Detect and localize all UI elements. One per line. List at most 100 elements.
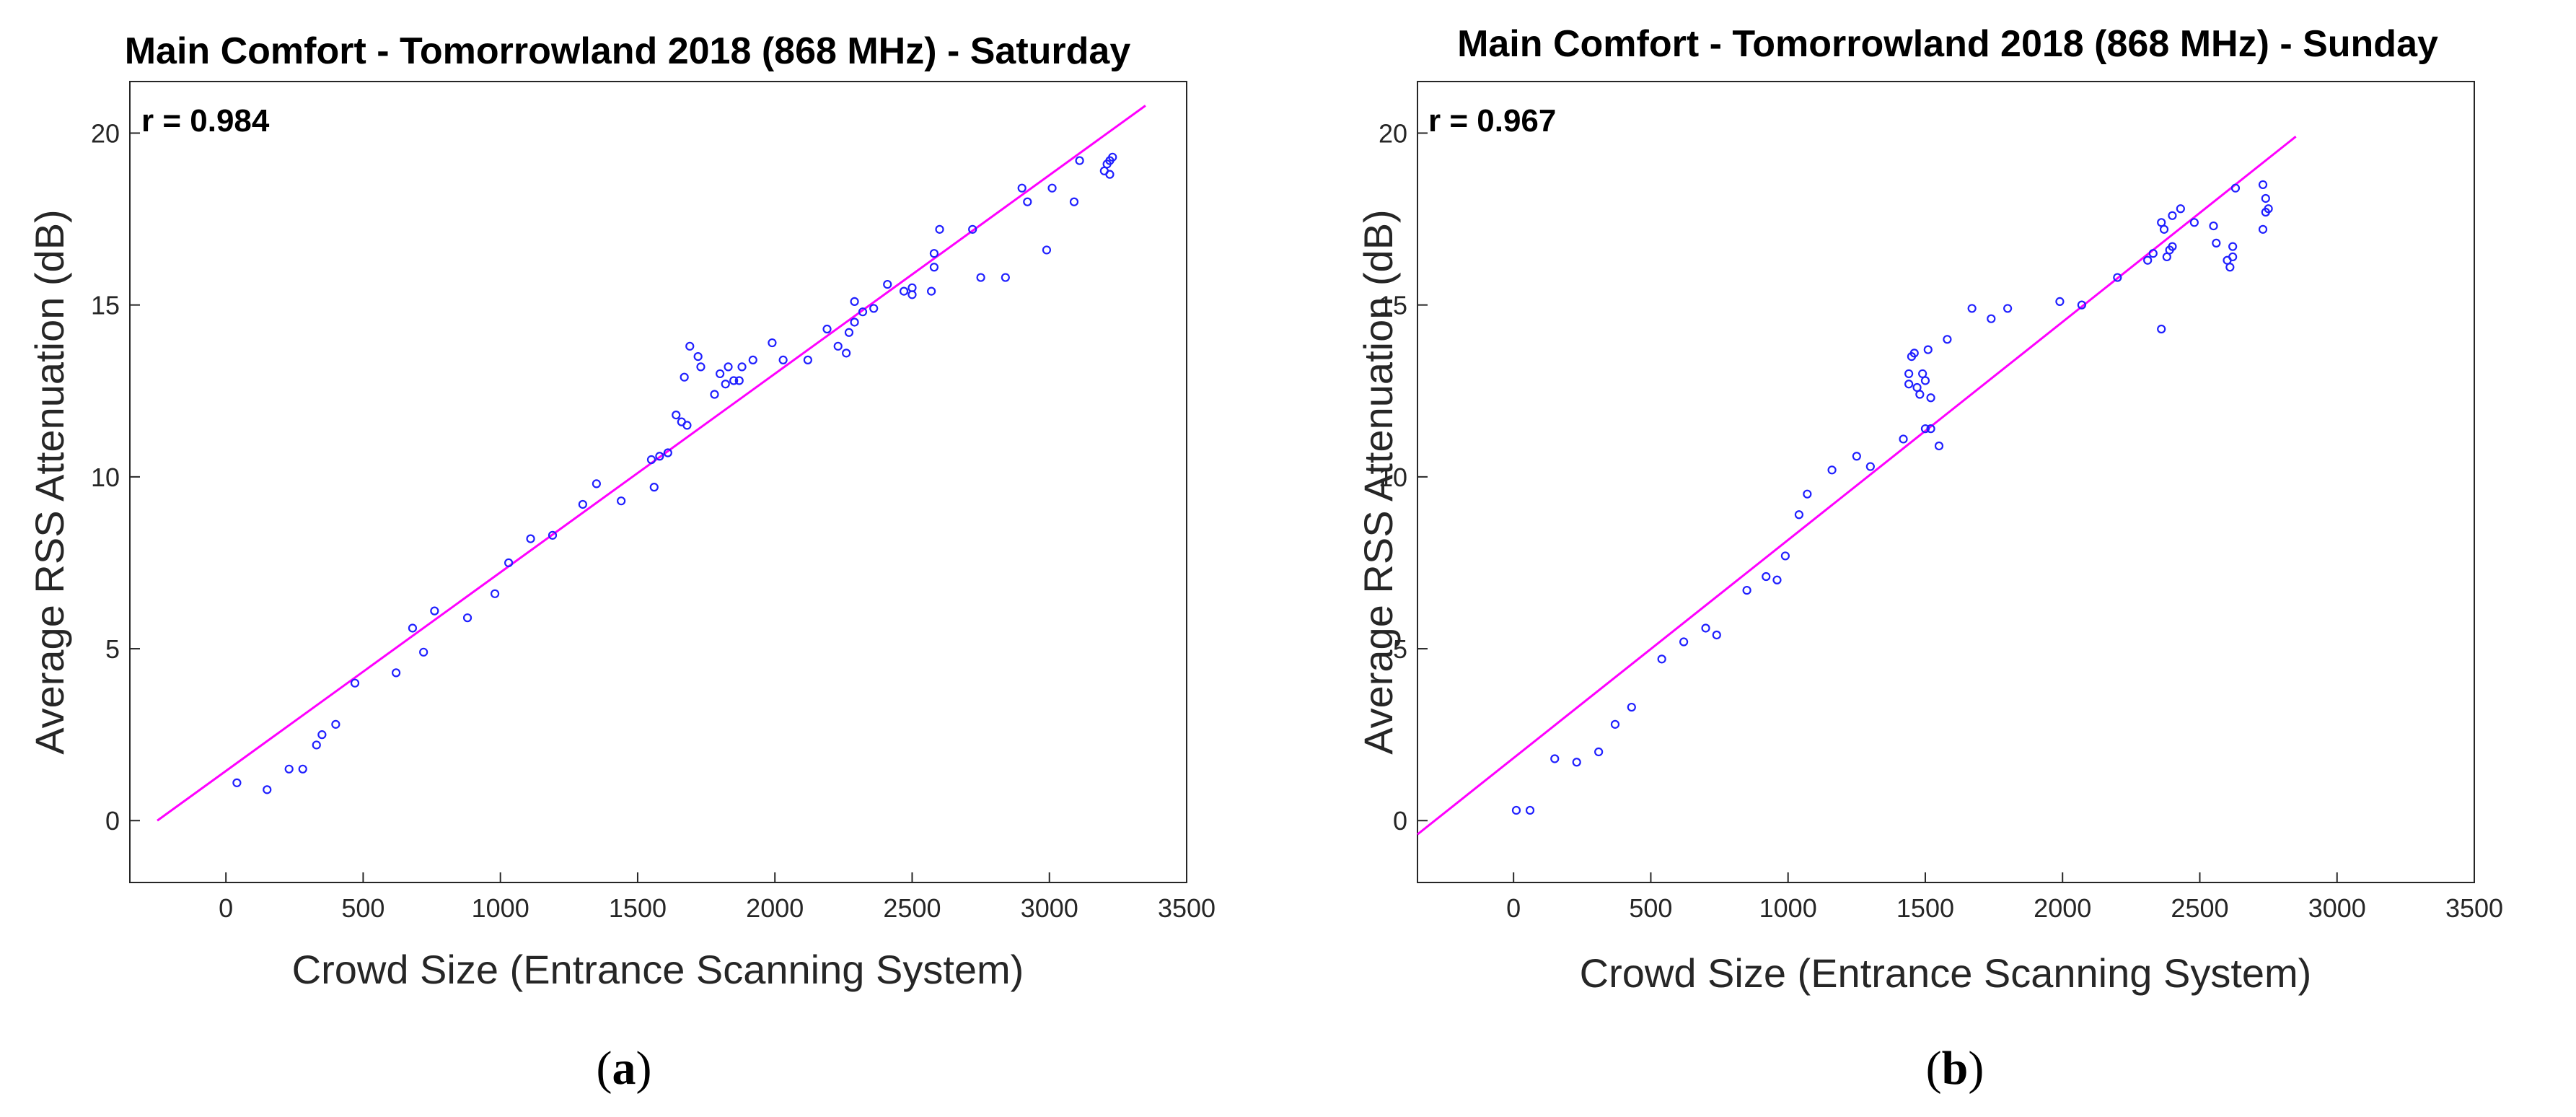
data-point-a-28 (685, 341, 695, 351)
data-point-b-42 (2148, 249, 2158, 258)
data-point-b-7 (1657, 654, 1666, 664)
plot-area-a (129, 81, 1187, 883)
data-point-b-30 (1923, 345, 1933, 354)
data-point-b-58 (2230, 183, 2241, 193)
data-point-a-61 (1017, 183, 1027, 193)
data-point-a-17 (578, 499, 587, 509)
x-tick-label-b-1500: 1500 (1896, 893, 1954, 923)
data-point-b-59 (2258, 224, 2268, 234)
data-point-a-58 (968, 224, 977, 234)
x-tick-label-b-2500: 2500 (2171, 893, 2228, 923)
data-point-a-50 (883, 279, 892, 289)
y-tick-label-a-5: 5 (105, 634, 120, 664)
scatter-points-a (232, 152, 1117, 794)
data-point-b-37 (2003, 304, 2013, 313)
data-point-b-35 (1967, 304, 1977, 313)
data-point-a-37 (737, 362, 747, 372)
data-point-a-43 (833, 341, 843, 351)
data-point-a-12 (462, 613, 472, 623)
x-tick-label-a-1000: 1000 (472, 893, 529, 923)
data-point-a-46 (850, 317, 859, 327)
chart-title-b: Main Comfort - Tomorrowland 2018 (868 MH… (1457, 23, 2438, 65)
data-point-a-70 (1108, 152, 1117, 162)
data-point-b-34 (1943, 335, 1952, 344)
plot-area-b (1417, 81, 2475, 883)
data-point-a-57 (935, 224, 944, 234)
data-point-b-41 (2143, 255, 2153, 265)
data-point-a-65 (1069, 197, 1079, 206)
data-point-b-5 (1610, 719, 1620, 729)
y-axis-label-b: Average RSS Attenuation (dB) (1355, 209, 1401, 754)
data-point-b-12 (1762, 571, 1771, 582)
correlation-label-a: r = 0.984 (141, 103, 270, 139)
data-point-a-4 (312, 740, 321, 750)
data-point-b-3 (1572, 758, 1581, 767)
data-point-b-6 (1627, 702, 1636, 712)
x-tick-label-a-3500: 3500 (1158, 893, 1216, 923)
y-tick-label-b-5: 5 (1393, 634, 1407, 664)
data-point-b-49 (2168, 242, 2177, 251)
data-point-b-50 (2176, 204, 2185, 214)
data-point-b-53 (2212, 238, 2221, 248)
data-point-a-44 (842, 349, 851, 358)
data-point-b-8 (1679, 637, 1689, 647)
data-point-b-29 (1920, 376, 1930, 385)
data-point-a-53 (907, 283, 917, 292)
data-point-a-45 (844, 328, 854, 337)
data-point-b-15 (1794, 510, 1804, 520)
data-point-a-13 (490, 589, 500, 598)
data-point-b-43 (2157, 324, 2166, 334)
data-point-a-2 (284, 764, 294, 774)
data-point-b-39 (2077, 300, 2086, 310)
data-point-b-38 (2055, 297, 2065, 306)
caption-a: (a) (597, 1042, 652, 1095)
data-point-b-14 (1780, 551, 1790, 561)
data-point-a-60 (1001, 273, 1010, 282)
data-point-a-18 (592, 479, 601, 489)
data-point-a-49 (869, 304, 879, 313)
data-point-b-51 (2189, 218, 2199, 227)
data-point-a-23 (663, 448, 672, 457)
x-axis-label-b: Crowd Size (Entrance Scanning System) (1580, 950, 2312, 996)
data-point-b-57 (2228, 252, 2238, 262)
y-tick-label-b-0: 0 (1393, 806, 1407, 836)
data-point-a-42 (822, 324, 832, 334)
correlation-label-b: r = 0.967 (1428, 103, 1556, 139)
x-tick-label-b-500: 500 (1629, 893, 1672, 923)
data-point-a-39 (768, 338, 777, 348)
data-point-a-38 (748, 355, 757, 364)
x-tick-label-b-1000: 1000 (1759, 893, 1817, 923)
y-axis-a: 0 5 10 15 20 (91, 118, 140, 836)
data-point-a-62 (1023, 197, 1032, 206)
x-tick-label-b-0: 0 (1506, 893, 1521, 923)
x-tick-label-a-0: 0 (219, 893, 233, 923)
data-point-a-59 (976, 273, 985, 282)
data-point-a-47 (850, 297, 859, 306)
data-point-b-33 (1934, 441, 1944, 451)
data-point-a-56 (929, 263, 939, 272)
data-point-a-33 (721, 380, 730, 389)
y-axis-b: 0 5 10 15 20 (1379, 118, 1428, 836)
y-tick-label-b-15: 15 (1379, 291, 1407, 320)
data-point-b-52 (2209, 221, 2218, 231)
data-point-b-0 (1511, 805, 1521, 815)
data-point-b-63 (2261, 207, 2270, 217)
data-point-a-71 (1102, 159, 1112, 169)
x-tick-label-a-3000: 3000 (1021, 893, 1078, 923)
data-point-b-4 (1594, 747, 1604, 757)
x-tick-label-a-1500: 1500 (609, 893, 667, 923)
data-point-a-6 (331, 719, 340, 729)
data-point-b-1 (1525, 805, 1535, 815)
data-point-a-7 (350, 678, 360, 688)
data-point-b-55 (2225, 263, 2235, 272)
data-point-b-18 (1852, 452, 1861, 461)
chart-title-a: Main Comfort - Tomorrowland 2018 (868 MH… (125, 30, 1131, 72)
y-tick-label-a-15: 15 (91, 291, 120, 320)
x-axis-label-a: Crowd Size (Entrance Scanning System) (292, 947, 1024, 992)
data-point-a-11 (430, 606, 439, 616)
data-point-a-27 (680, 372, 689, 382)
data-point-a-69 (1105, 170, 1115, 179)
data-point-a-51 (899, 286, 909, 296)
data-point-b-28 (1920, 424, 1930, 434)
